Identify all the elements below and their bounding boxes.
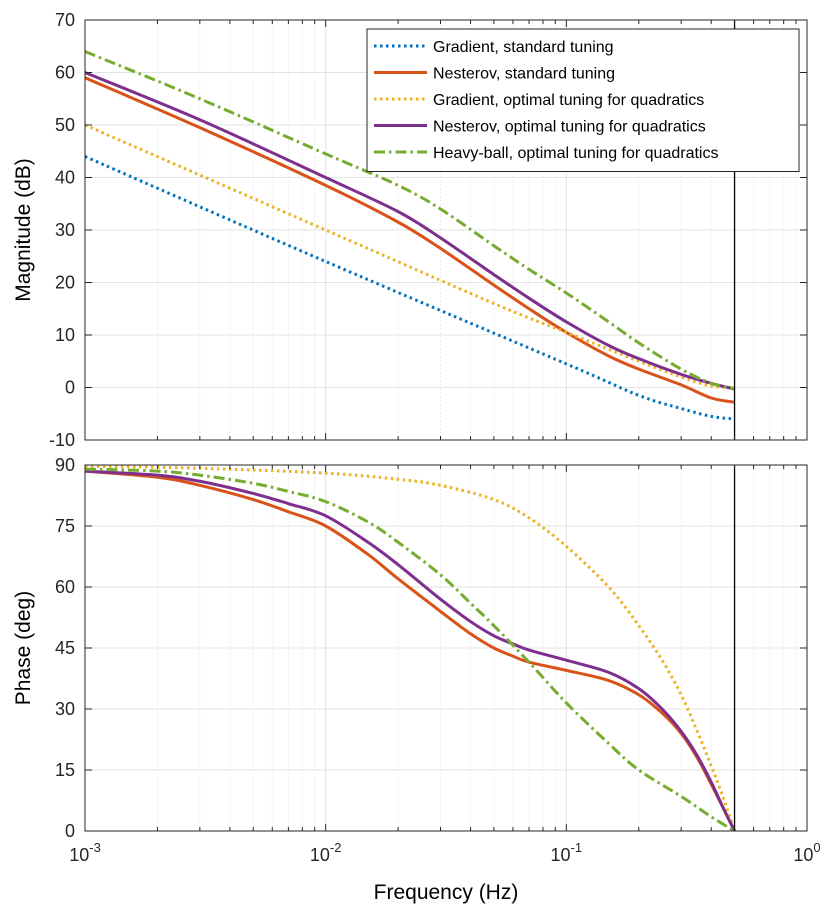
series-line-nesterov-optimal-tuning-for-quadratics [85, 71, 735, 391]
x-tick-label: 10-2 [310, 840, 342, 865]
y-tick-label: 30 [55, 220, 75, 240]
legend-entry-label: Gradient, optimal tuning for quadratics [433, 92, 704, 109]
x-tick-label: 100 [793, 840, 820, 865]
axis-ticks [84, 19, 807, 441]
magnitude-panel: -10 0 10 20 30 40 50 60 70 Magnitude (dB) Gradient… [12, 10, 808, 450]
series-line-nesterov-optimal-tuning-for-quadratics [85, 469, 736, 831]
y-tick-label: 50 [55, 115, 75, 135]
y-tick-label: 40 [55, 168, 75, 188]
y-tick-label: -10 [49, 430, 75, 450]
y-tick-label: 10 [55, 325, 75, 345]
legend-entry-label: Nesterov, standard tuning [433, 66, 615, 83]
x-tick-label: 10-3 [69, 840, 101, 865]
x-axis-label: Frequency (Hz) [374, 881, 519, 904]
series-line-gradient-optimal-tuning-for-quadratics [85, 465, 736, 831]
series-line-nesterov-standard-tuning [85, 76, 735, 404]
y-tick-label: 60 [55, 63, 75, 83]
series-lines [85, 50, 735, 421]
axis-ticks [84, 464, 807, 832]
series-line-gradient-standard-tuning [85, 155, 735, 421]
y-axis-label: Magnitude (dB) [12, 158, 35, 302]
x-tick-label: 10-1 [551, 840, 583, 865]
legend-entry-label: Nesterov, optimal tuning for quadratics [433, 119, 706, 136]
y-tick-label: 30 [55, 699, 75, 719]
y-tick-label: 20 [55, 273, 75, 293]
y-tick-label: 15 [55, 760, 75, 780]
legend-entry-label: Heavy-ball, optimal tuning for quadratic… [433, 145, 718, 162]
y-tick-label: 45 [55, 638, 75, 658]
y-tick-label: 0 [65, 378, 75, 398]
y-tick-label: 70 [55, 10, 75, 30]
legend-box [366, 28, 800, 172]
series-lines [85, 465, 736, 831]
legend-entry-label: Gradient, standard tuning [433, 39, 614, 56]
series-line-heavy-ball-optimal-tuning-for-quadratics [85, 467, 736, 831]
phase-panel: 0 15 30 45 60 75 90 10-3 10-2 10-1 100 Phase (deg) F… [12, 455, 821, 904]
y-axis-label: Phase (deg) [12, 591, 35, 705]
y-tick-label: 60 [55, 577, 75, 597]
y-tick-label: 75 [55, 516, 75, 536]
legend: Gradient, standard tuning Nesterov, stand… [366, 28, 800, 172]
y-tick-label: 90 [55, 455, 75, 475]
series-line-heavy-ball-optimal-tuning-for-quadratics [85, 50, 735, 391]
series-line-gradient-optimal-tuning-for-quadratics [85, 123, 735, 389]
y-tick-label: 0 [65, 821, 75, 841]
